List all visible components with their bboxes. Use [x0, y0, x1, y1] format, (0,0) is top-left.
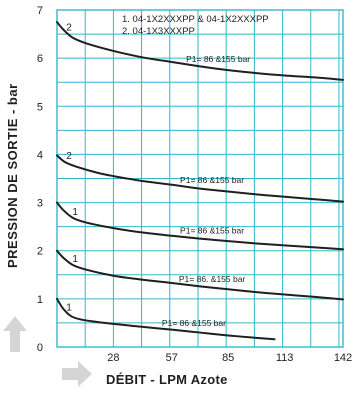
axes: 0 1 2 3 4 5 6 7 28 57 85 113 142 [37, 5, 352, 364]
curve-label: P1= 86 &155 bar [186, 54, 250, 64]
curve-number: 1 [72, 207, 78, 218]
curve-label: P1= 86. &155 bar [179, 274, 246, 284]
x-axis-arrow-icon [62, 361, 92, 387]
x-tick-label: 28 [107, 352, 119, 364]
y-tick-label: 3 [37, 198, 43, 210]
y-axis-title: PRESSION DE SORTIE - bar [5, 83, 20, 268]
plot-frame [56, 9, 344, 348]
series-line-5 [56, 297, 276, 341]
x-tick-label: 57 [166, 352, 178, 364]
legend-line-2: 2. 04-1X3XXXPP [122, 26, 195, 37]
x-tick-label: 113 [276, 352, 294, 364]
x-tick-label: 85 [222, 352, 234, 364]
curve-labels: P1= 86 &155 bar 2 P1= 86 &155 bar 2 P1= 86 &… [66, 23, 250, 329]
series-line-4 [56, 249, 344, 301]
x-axis-title: DÉBIT - LPM Azote [106, 372, 228, 387]
curve-label: P1= 86 &155 bar [180, 225, 244, 235]
legend-line-1: 1. 04-1X2XXXPP & 04-1X2XXXPP [122, 14, 269, 25]
y-tick-label: 5 [37, 101, 43, 113]
curve-number: 1 [66, 302, 72, 313]
series-line-2 [56, 154, 344, 203]
curve-number: 2 [66, 23, 72, 34]
y-tick-label: 7 [37, 5, 43, 17]
y-tick-label: 6 [37, 53, 43, 65]
curves [56, 21, 344, 341]
x-tick-label: 142 [334, 352, 352, 364]
y-tick-label: 1 [37, 294, 43, 306]
series-line-3 [56, 201, 344, 251]
curve-label: P1= 86 &155 bar [180, 175, 244, 185]
curve-number: 2 [66, 151, 72, 162]
series-line-1 [56, 21, 344, 81]
curve-label: P1= 86 &155 bar [162, 318, 226, 328]
y-tick-label: 2 [37, 246, 43, 258]
y-tick-label: 0 [37, 342, 43, 354]
curve-number: 1 [72, 254, 78, 265]
legend: 1. 04-1X2XXXPP & 04-1X2XXXPP 2. 04-1X3XX… [122, 14, 269, 37]
y-axis-arrow-icon [3, 316, 27, 352]
y-tick-label: 4 [37, 149, 43, 161]
